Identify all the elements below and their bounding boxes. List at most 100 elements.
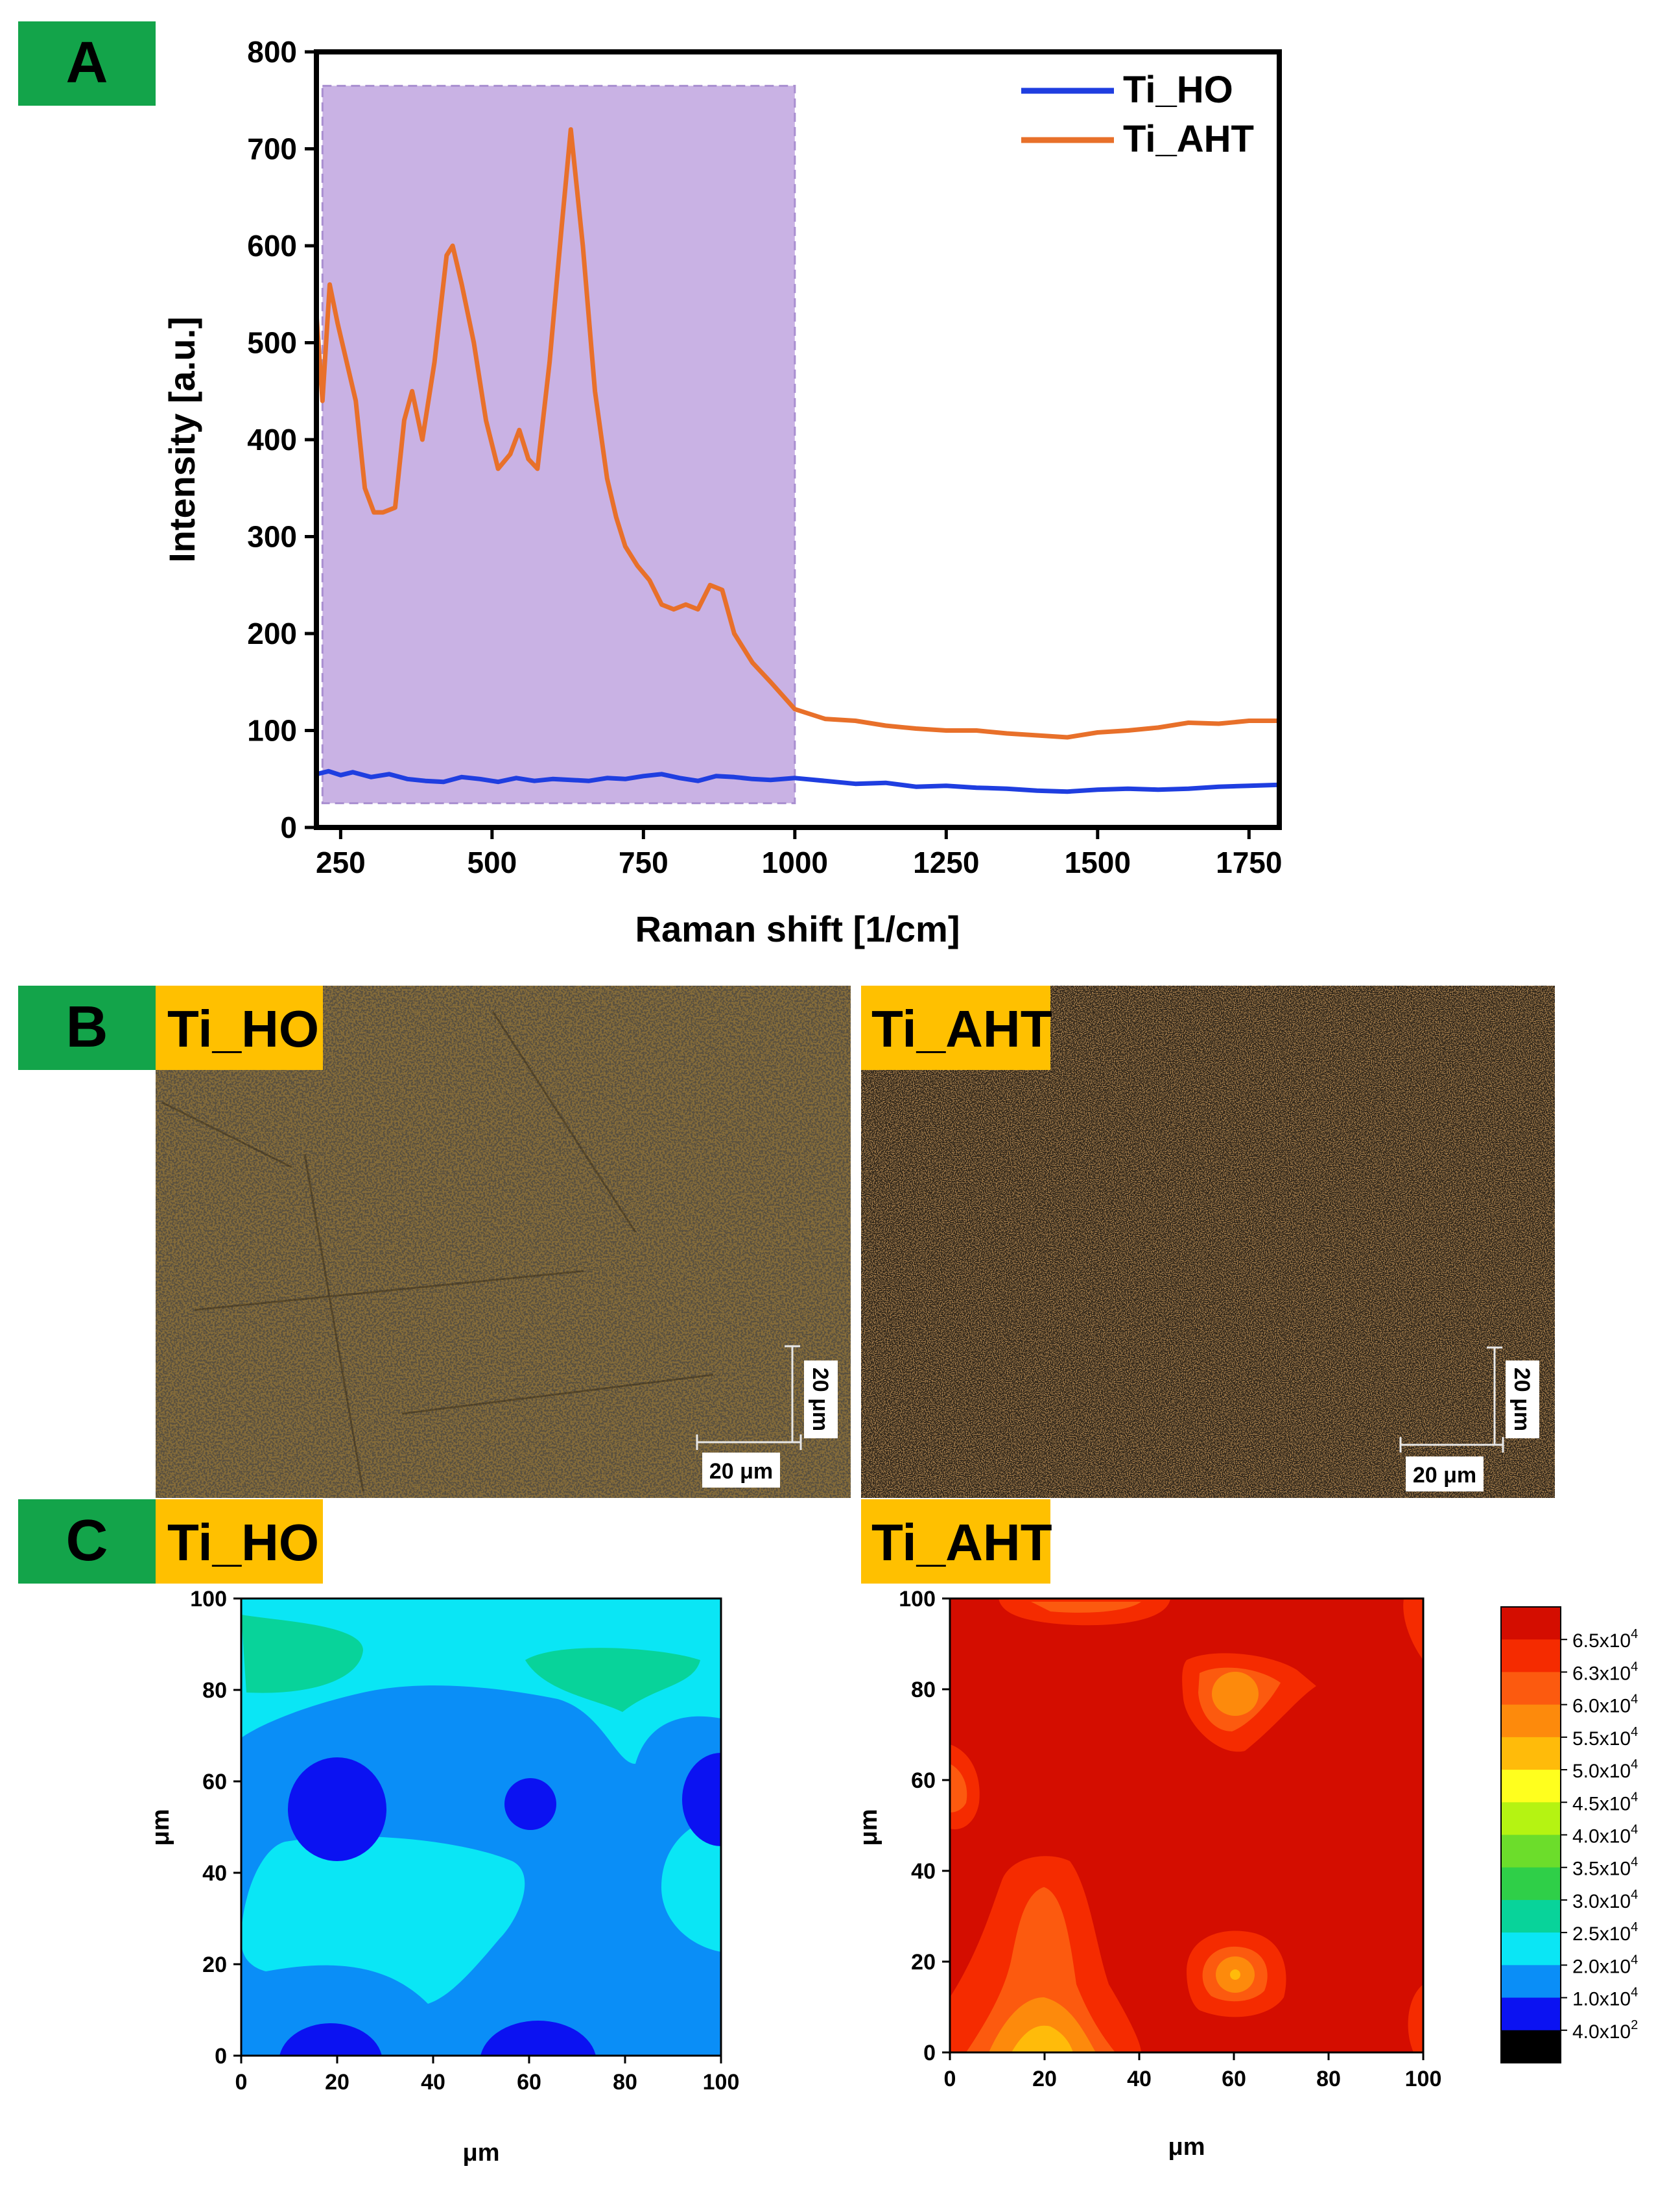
map-ti-ho-teal-right: [525, 1648, 700, 1712]
colorbar-label-12: 4.0x102: [1572, 2018, 1638, 2043]
contour-map-ti-ho: 0 20 40 60 80 100 0 20 40 60 80 100 μm μm: [147, 1587, 739, 2167]
colorbar-label-8: 3.0x104: [1572, 1888, 1638, 1912]
map-ti-aht-left-spot-inner: [950, 1764, 967, 1812]
x-tick-label-100: 100: [1405, 2067, 1442, 2091]
map-ti-aht-bottom-plume-mid: [966, 1887, 1115, 2052]
y-tick-label-60: 60: [202, 1770, 227, 1794]
colorbar-label-4: 5.0x104: [1572, 1757, 1638, 1782]
map-ti-aht-axis-ticks: 0 20 40 60 80 100 0 20 40 60 80 100: [899, 1587, 1441, 2091]
colorbar-swatch-3: [1501, 1704, 1561, 1738]
micrograph-ti-ho-title-box: [156, 986, 323, 1070]
map-ti-aht-x-axis-label: μm: [1168, 2133, 1205, 2161]
y-tick-label-0: 0: [923, 2041, 936, 2065]
colorbar-swatch-1: [1501, 1639, 1561, 1672]
scale-bar-ti-aht: [1399, 1346, 1504, 1453]
map-ti-ho-teal-left: [241, 1615, 363, 1693]
map-ti-aht-hotspot-lower-peak: [1230, 1969, 1240, 1980]
scale-bar-ti-ho-v-label: 20 μm: [808, 1368, 833, 1431]
map-ti-ho-frame: [240, 1597, 722, 2057]
legend-label-ti-ho: Ti_HO: [1123, 69, 1233, 111]
map-ti-aht-y-axis-label: μm: [855, 1809, 882, 1846]
x-tick-label-40: 40: [421, 2070, 445, 2095]
y-tick-label-80: 80: [202, 1678, 227, 1703]
colorbar-label-7: 3.5x104: [1572, 1855, 1638, 1880]
x-tick-label-20: 20: [1032, 2067, 1057, 2091]
map-ti-aht-right-edge-spot: [1408, 1984, 1423, 2052]
panel-a-label: A: [66, 30, 108, 95]
y-tick-label-40: 40: [202, 1861, 227, 1886]
scale-bar-ti-ho: [696, 1345, 802, 1450]
micrograph-ti-ho-scratches: [161, 1011, 714, 1492]
x-tick-label-80: 80: [613, 2070, 637, 2095]
scale-bar-ti-ho-h-label-box: [702, 1453, 780, 1488]
x-tick-label-100: 100: [703, 2070, 740, 2095]
panel-b-label: B: [66, 995, 108, 1060]
map-ti-ho-low-spot-3: [682, 1753, 721, 1846]
map-ti-ho-low-spot-4: [279, 2023, 382, 2056]
scale-bar-ti-aht-h-label: 20 μm: [1413, 1463, 1476, 1488]
panel-a: A 250 500 750 1000 1250 1500 1750 0 100 200 300 400…: [18, 21, 1282, 949]
scale-bar-ti-ho-v-label-box: [804, 1360, 838, 1438]
scale-bar-ti-aht-v-label: 20 μm: [1509, 1368, 1534, 1431]
map-ti-ho-cyan-right: [661, 1816, 721, 1952]
colorbar-swatch-4: [1501, 1737, 1561, 1770]
panel-c-label: C: [66, 1508, 108, 1573]
map-ti-aht-top-band-inner: [1031, 1602, 1141, 1613]
x-tick-label-40: 40: [1127, 2067, 1152, 2091]
raman-x-axis-label: Raman shift [1/cm]: [635, 909, 960, 949]
x-tick-label-500: 500: [467, 846, 517, 879]
y-tick-label-100: 100: [247, 714, 297, 748]
map-ti-ho-low-spot-1: [288, 1757, 386, 1861]
map-ti-aht-bottom-plume-core: [1012, 2025, 1073, 2052]
x-tick-label-750: 750: [619, 846, 668, 879]
map-ti-ho-axis-ticks: 0 20 40 60 80 100 0 20 40 60 80 100: [190, 1587, 739, 2095]
colorbar-label-2: 6.0x104: [1572, 1693, 1638, 1717]
raman-series: [316, 127, 1279, 794]
x-tick-label-1750: 1750: [1216, 846, 1282, 879]
map-ti-ho-cyan-center: [241, 1836, 525, 2004]
y-tick-label-20: 20: [202, 1953, 227, 1977]
x-tick-label-60: 60: [517, 2070, 541, 2095]
colorbar-swatch-2: [1501, 1672, 1561, 1705]
map-ti-ho-title: Ti_HO: [167, 1514, 319, 1571]
raman-chart: 250 500 750 1000 1250 1500 1750 0 100 200 300 400 50…: [161, 35, 1282, 949]
y-tick-label-100: 100: [190, 1587, 227, 1611]
micrograph-ti-ho-title: Ti_HO: [167, 1000, 319, 1058]
colorbar-label-5: 4.5x104: [1572, 1790, 1638, 1814]
map-ti-ho-low-spot-2: [504, 1778, 556, 1830]
colorbar-swatch-7: [1501, 1835, 1561, 1868]
raman-legend: Ti_HO Ti_AHT: [1021, 69, 1254, 160]
panel-c: C Ti_HO Ti_AHT 0 20 40 60 80 100 0 20 40 60 80 100: [18, 1499, 1638, 2167]
colorbar-frame: [1500, 1606, 1561, 2063]
colorbar-label-10: 2.0x104: [1572, 1953, 1638, 1977]
y-tick-label-700: 700: [247, 132, 297, 166]
x-tick-label-0: 0: [944, 2067, 956, 2091]
map-ti-ho-contours: [241, 1598, 721, 2056]
y-tick-label-500: 500: [247, 326, 297, 360]
map-ti-aht-top-right-spot: [1403, 1598, 1423, 1660]
colorbar: 6.5x104 6.3x104 6.0x104 5.5x104 5.0x104 4.5x1…: [1500, 1606, 1638, 2063]
colorbar-label-0: 6.5x104: [1572, 1627, 1638, 1652]
colorbar-swatch-0: [1501, 1607, 1561, 1640]
y-tick-label-80: 80: [911, 1678, 936, 1702]
x-tick-label-20: 20: [325, 2070, 349, 2095]
map-ti-aht-bottom-plume-inner: [989, 1997, 1096, 2052]
colorbar-label-6: 4.0x104: [1572, 1823, 1638, 1847]
map-ti-aht-title-box: [861, 1499, 1050, 1584]
map-ti-aht-title: Ti_AHT: [871, 1514, 1052, 1571]
colorbar-swatch-10: [1501, 1932, 1561, 1966]
x-tick-label-1250: 1250: [913, 846, 979, 879]
colorbar-label-1: 6.3x104: [1572, 1659, 1638, 1684]
colorbar-swatch-6: [1501, 1802, 1561, 1835]
y-tick-label-0: 0: [280, 811, 297, 844]
y-tick-label-300: 300: [247, 520, 297, 554]
micrograph-ti-aht: Ti_AHT 20 μm 20 μm: [861, 986, 1555, 1498]
y-tick-label-800: 800: [247, 35, 297, 69]
micrograph-ti-aht-title: Ti_AHT: [871, 1000, 1052, 1058]
colorbar-swatch-5: [1501, 1770, 1561, 1803]
scale-bar-ti-ho-h-label: 20 μm: [709, 1459, 773, 1484]
raman-plot-frame: [314, 49, 1282, 830]
y-tick-label-200: 200: [247, 617, 297, 650]
series-line-ti-aht: [316, 127, 1279, 740]
